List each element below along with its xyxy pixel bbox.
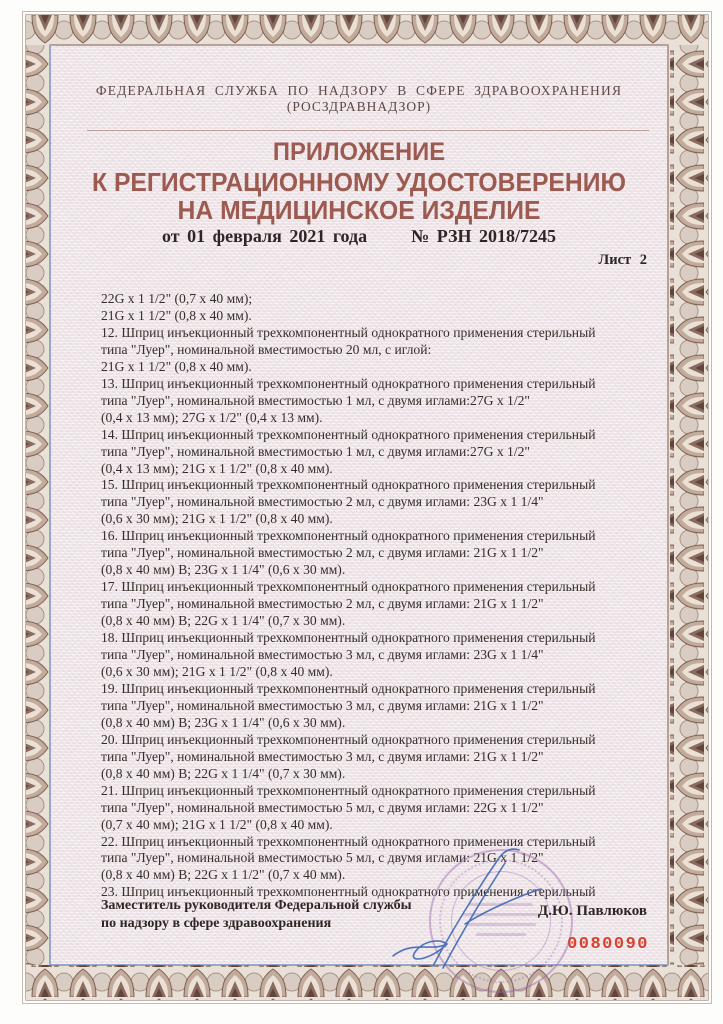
- body-line: 17. Шприц инъекционный трехкомпонентный …: [101, 579, 596, 595]
- body-text: 22G x 1 1/2" (0,7 x 40 мм); 21G x 1 1/2" …: [101, 291, 649, 901]
- doc-title-line3: НА МЕДИЦИНСКОЕ ИЗДЕЛИЕ: [177, 195, 541, 225]
- stamp-text-line: [466, 923, 536, 926]
- body-line: (0,4 x 13 мм); 21G x 1 1/2" (0,8 x 40 мм…: [101, 460, 333, 476]
- agency-short-name: (РОСЗДРАВНАДЗОР): [286, 99, 432, 114]
- signature-icon: [392, 848, 542, 969]
- body-line: 22. Шприц инъекционный трехкомпонентный …: [101, 833, 596, 849]
- body-line: типа "Луер", номинальной вместимостью 3 …: [101, 647, 544, 663]
- body-line: 21G x 1 1/2" (0,8 x 40 мм).: [101, 358, 252, 374]
- signer-title-line1: Заместитель руководителя Федеральной слу…: [101, 898, 412, 913]
- body-line: (0,4 x 13 мм); 27G x 1/2" (0,4 x 13 мм).: [101, 409, 323, 425]
- doc-date: от 01 февраля 2021 года: [162, 226, 368, 246]
- body-line: (0,6 x 30 мм); 21G x 1 1/2" (0,8 x 40 мм…: [101, 663, 333, 679]
- body-line: 18. Шприц инъекционный трехкомпонентный …: [101, 630, 596, 646]
- body-line: типа "Луер", номинальной вместимостью 5 …: [101, 799, 544, 815]
- body-line: (0,6 x 30 мм); 21G x 1 1/2" (0,8 x 40 мм…: [101, 511, 333, 527]
- doc-title-line1: ПРИЛОЖЕНИЕ: [272, 138, 446, 166]
- date-and-number-row: от 01 февраля 2021 года № РЗН 2018/7245: [51, 226, 667, 247]
- agency-name: ФЕДЕРАЛЬНАЯ СЛУЖБА ПО НАДЗОРУ В СФЕРЕ ЗД…: [95, 83, 623, 98]
- body-line: типа "Луер", номинальной вместимостью 2 …: [101, 545, 544, 561]
- body-line: 21. Шприц инъекционный трехкомпонентный …: [101, 782, 596, 798]
- body-line: (0,8 x 40 мм) В; 23G x 1 1/4" (0,6 x 30 …: [101, 562, 346, 578]
- body-line: типа "Луер", номинальной вместимостью 2 …: [101, 596, 544, 612]
- stamp-text-line: [462, 913, 540, 916]
- sheet-number: Лист 2: [598, 252, 647, 268]
- body-line: (0,8 x 40 мм) В; 22G x 1 1/2" (0,7 x 40 …: [101, 867, 346, 883]
- paper: ФЕДЕРАЛЬНАЯ СЛУЖБА ПО НАДЗОРУ В СФЕРЕ ЗД…: [50, 45, 668, 993]
- stamp-ring: [439, 859, 563, 983]
- body-line: типа "Луер", номинальной вместимостью 1 …: [101, 392, 530, 408]
- doc-registration-number: № РЗН 2018/7245: [411, 226, 556, 246]
- body-line: 12. Шприц инъекционный трехкомпонентный …: [101, 324, 596, 340]
- body-line: 14. Шприц инъекционный трехкомпонентный …: [101, 426, 596, 442]
- body-line: типа "Луер", номинальной вместимостью 1 …: [101, 443, 530, 459]
- body-line: 15. Шприц инъекционный трехкомпонентный …: [101, 477, 596, 493]
- signer-title-line2: по надзору в сфере здравоохранения: [101, 916, 332, 931]
- body-line: 22G x 1 1/2" (0,7 x 40 мм);: [101, 291, 253, 306]
- body-line: типа "Луер", номинальной вместимостью 20…: [101, 341, 432, 357]
- body-line: 13. Шприц инъекционный трехкомпонентный …: [101, 375, 596, 391]
- body-line: типа "Луер", номинальной вместимостью 3 …: [101, 697, 544, 713]
- body-line: типа "Луер", номинальной вместимостью 2 …: [101, 494, 544, 510]
- body-line: (0,8 x 40 мм) В; 22G x 1 1/4" (0,7 x 30 …: [101, 613, 346, 629]
- body-line: 20. Шприц инъекционный трехкомпонентный …: [101, 731, 596, 747]
- body-line: (0,7 x 40 мм); 21G x 1 1/2" (0,8 x 40 мм…: [101, 816, 333, 832]
- body-line: 16. Шприц инъекционный трехкомпонентный …: [101, 528, 596, 544]
- body-line: типа "Луер", номинальной вместимостью 5 …: [101, 850, 544, 866]
- stamp-text-line: [476, 933, 526, 936]
- signer-name: Д.Ю. Павлюков: [537, 903, 647, 919]
- serial-number: 0080090: [567, 935, 649, 954]
- body-line: (0,8 x 40 мм) В; 22G x 1 1/4" (0,7 x 30 …: [101, 765, 346, 781]
- body-line: (0,8 x 40 мм) В; 23G x 1 1/4" (0,6 x 30 …: [101, 714, 346, 730]
- round-seal-stamp-icon: [429, 849, 573, 993]
- doc-title-line2: К РЕГИСТРАЦИОННОМУ УДОСТОВЕРЕНИЮ: [92, 167, 626, 197]
- body-line: типа "Луер", номинальной вместимостью 3 …: [101, 748, 544, 764]
- body-line: 19. Шприц инъекционный трехкомпонентный …: [101, 680, 596, 696]
- header-divider: [87, 130, 649, 131]
- body-line: 21G x 1 1/2" (0,8 x 40 мм).: [101, 307, 252, 323]
- stamp-inner-ring: [451, 871, 551, 971]
